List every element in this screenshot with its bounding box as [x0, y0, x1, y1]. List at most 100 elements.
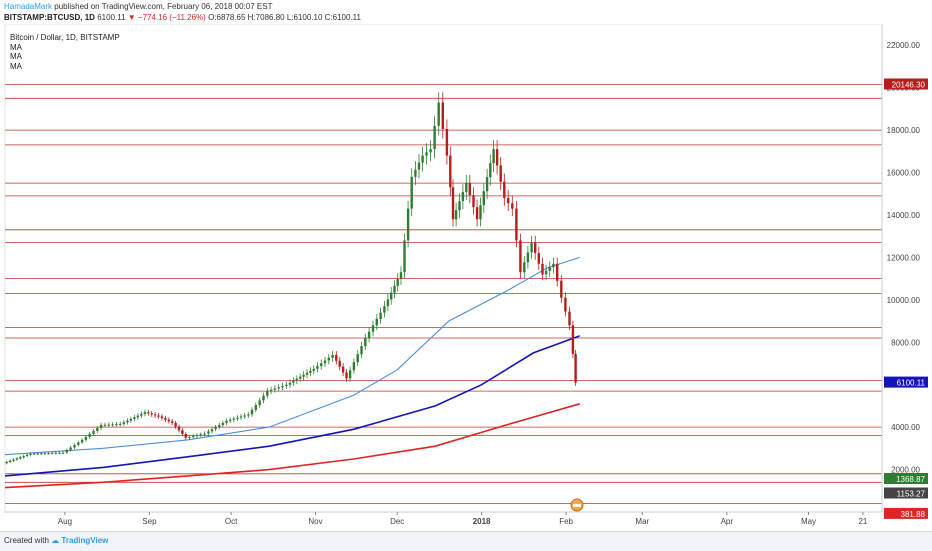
candle-22-1-body — [417, 162, 421, 170]
candle-15-7-body — [312, 368, 315, 371]
legend-ma-2[interactable]: MA — [10, 52, 22, 61]
candle-24-0-body — [433, 125, 436, 150]
candle-32-0-body — [515, 208, 518, 241]
candle-6-3-body — [133, 417, 136, 419]
x-tick-label-4: Dec — [390, 517, 404, 526]
candle-8-2-body — [167, 419, 170, 422]
candle-3-0-body — [65, 450, 68, 453]
candle-20-3-body — [396, 279, 399, 286]
price-axis-labels: 22000.0020000.0018000.0016000.0014000.00… — [887, 41, 921, 474]
candle-19-4-body — [383, 306, 386, 313]
candle-38-1-body — [574, 353, 577, 383]
candle-2-3-body — [43, 453, 47, 455]
candle-34-0-body — [534, 242, 537, 254]
candle-15-1-body — [292, 380, 295, 383]
y-tick-label-3: 16000.00 — [887, 169, 921, 178]
candle-17-2-body — [341, 366, 345, 373]
price-tags: 20146.30 6100.11 1368.87 1153.27 381.88 — [884, 78, 928, 519]
events-icon[interactable] — [570, 498, 584, 512]
candle-6-0-body — [122, 422, 126, 424]
price-series — [5, 92, 577, 465]
candle-3-3-body — [77, 442, 80, 445]
candle-33-2-body — [530, 242, 533, 253]
candle-21-0-body — [403, 240, 406, 273]
legend-ma-1[interactable]: MA — [10, 42, 22, 52]
tradingview-brand[interactable]: TradingView — [61, 536, 109, 545]
candle-23-1-body — [429, 149, 432, 153]
down-arrow-icon: ▼ — [127, 13, 136, 22]
candle-1-5-body — [22, 456, 25, 458]
candle-25-0-body — [441, 102, 444, 129]
candle-2-7-body — [58, 452, 61, 454]
candle-6-6-body — [143, 412, 147, 414]
candle-7-3-body — [157, 415, 160, 417]
candle-6-4-body — [136, 415, 140, 418]
y-tick-label-6: 10000.00 — [887, 296, 921, 305]
candle-14-0-body — [269, 389, 273, 392]
credit: Created with ☁ TradingView — [4, 536, 108, 545]
candle-16-4-body — [331, 355, 334, 358]
candle-13-3-body — [262, 395, 265, 401]
price-tag-0-text: 20146.30 — [892, 81, 926, 90]
y-tick-label-0: 22000.00 — [887, 41, 921, 50]
candle-26-0-body — [449, 155, 452, 188]
candle-5-0-body — [103, 424, 107, 426]
moving-average-lines — [4, 256, 580, 489]
candle-23-0-body — [425, 152, 428, 156]
candle-14-4-body — [285, 384, 288, 386]
price-tag-3-bg — [884, 487, 928, 499]
price-tag-1-bg — [884, 376, 928, 388]
candle-1-7-body — [29, 453, 32, 455]
candle-19-0-body — [367, 331, 371, 339]
candle-15-0-body — [288, 382, 292, 385]
candle-20-0-body — [386, 299, 390, 307]
candle-29-0-body — [479, 205, 482, 220]
candle-14-3-body — [281, 386, 284, 388]
x-tick-label-1: Sep — [142, 517, 157, 526]
y-tick-label-10: 2000.00 — [891, 466, 920, 475]
candle-6-1-body — [126, 420, 129, 423]
candle-12-4-body — [243, 415, 246, 417]
candle-29-1-body — [482, 191, 485, 206]
legend-title: Bitcoin / Dollar, 1D, BITSTAMP — [10, 33, 120, 42]
candle-24-1-body — [437, 102, 440, 126]
tradingview-logo-icon: ☁ — [51, 536, 60, 545]
moving-average-1 — [4, 256, 580, 456]
candle-2-2-body — [40, 453, 43, 455]
price-tag-3-text: 1153.27 — [897, 490, 926, 499]
price-tag-1-text: 6100.11 — [897, 379, 926, 388]
candle-20-1-body — [390, 292, 393, 300]
candle-31-0-body — [507, 198, 510, 204]
candle-6-2-body — [129, 418, 133, 421]
time-axis-labels: Aug Sep Oct Nov Dec 2018 Feb Mar Apr May 21 — [58, 512, 868, 526]
candle-5-1-body — [107, 424, 110, 426]
candle-9-0-body — [174, 422, 177, 427]
candle-8-3-body — [171, 421, 174, 423]
candle-25-1-body — [445, 129, 449, 156]
horizontal-levels — [5, 84, 882, 504]
legend-ma-3[interactable]: MA — [10, 61, 22, 71]
candle-13-2-body — [258, 400, 261, 406]
candle-1-2-body — [12, 459, 15, 461]
candle-11-2-body — [214, 427, 217, 430]
candle-6-5-body — [140, 413, 143, 416]
x-tick-label-0: Aug — [58, 517, 72, 526]
low-value: L:6100.10 — [286, 13, 323, 22]
candle-7-1-body — [150, 413, 153, 415]
candle-10-1-body — [192, 436, 195, 437]
candle-5-4-body — [119, 423, 122, 425]
candle-4-1-body — [88, 433, 91, 437]
candle-10-2-body — [195, 435, 199, 437]
symbol-line: BITSTAMP:BTCUSD, 1D 6100.11 ▼ −774.16 (−… — [4, 13, 361, 22]
candle-14-2-body — [277, 387, 280, 389]
publish-line: HamadaMark published on TradingView.com,… — [4, 2, 272, 11]
candle-3-4-body — [80, 439, 84, 443]
candle-9-2-body — [181, 430, 184, 434]
price-tag-4-text: 381.88 — [901, 510, 926, 519]
candle-36-1-body — [560, 280, 563, 298]
candle-12-0-body — [229, 419, 232, 421]
author-link[interactable]: HamadaMark — [4, 2, 53, 11]
candle-1-3-body — [15, 458, 19, 460]
candle-2-4-body — [47, 453, 50, 455]
price-chart[interactable]: 22000.0020000.0018000.0016000.0014000.00… — [0, 0, 932, 531]
